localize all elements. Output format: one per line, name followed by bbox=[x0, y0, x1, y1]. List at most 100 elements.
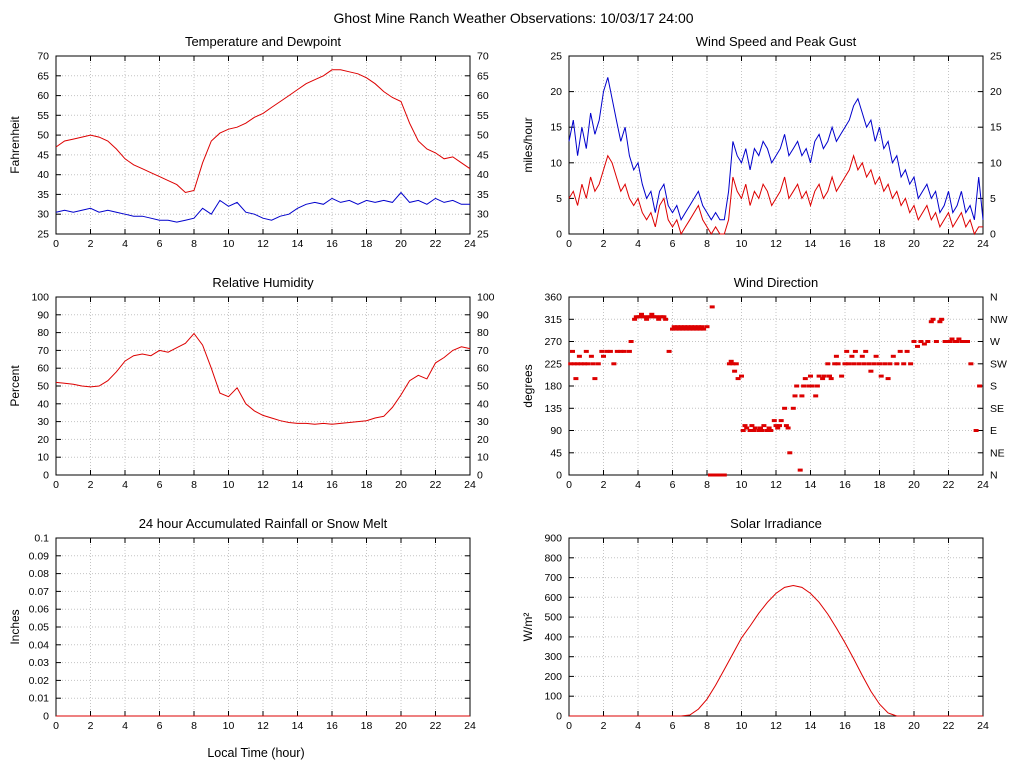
temperature-dewpoint-title: Temperature and Dewpoint bbox=[185, 34, 341, 49]
svg-text:20: 20 bbox=[908, 238, 920, 250]
svg-text:100: 100 bbox=[544, 691, 562, 703]
svg-text:90: 90 bbox=[477, 309, 489, 321]
svg-text:25: 25 bbox=[550, 51, 562, 63]
svg-text:0: 0 bbox=[53, 479, 59, 491]
svg-text:2: 2 bbox=[601, 720, 607, 732]
svg-text:70: 70 bbox=[477, 345, 489, 357]
svg-text:0.04: 0.04 bbox=[29, 639, 50, 651]
svg-text:15: 15 bbox=[550, 122, 562, 134]
svg-text:270: 270 bbox=[544, 336, 562, 348]
svg-text:360: 360 bbox=[544, 292, 562, 304]
svg-text:900: 900 bbox=[544, 533, 562, 545]
svg-text:22: 22 bbox=[943, 479, 955, 491]
svg-text:65: 65 bbox=[37, 70, 49, 82]
svg-text:40: 40 bbox=[37, 169, 49, 181]
svg-text:16: 16 bbox=[326, 479, 338, 491]
svg-text:20: 20 bbox=[395, 479, 407, 491]
page-title: Ghost Mine Ranch Weather Observations: 1… bbox=[333, 10, 694, 26]
svg-text:90: 90 bbox=[37, 309, 49, 321]
svg-text:6: 6 bbox=[670, 720, 676, 732]
svg-text:10: 10 bbox=[736, 238, 748, 250]
svg-text:0.08: 0.08 bbox=[29, 568, 50, 580]
svg-text:45: 45 bbox=[37, 149, 49, 161]
svg-text:4: 4 bbox=[635, 479, 641, 491]
svg-text:8: 8 bbox=[191, 479, 197, 491]
svg-text:24: 24 bbox=[464, 479, 476, 491]
svg-text:35: 35 bbox=[37, 189, 49, 201]
svg-text:10: 10 bbox=[223, 720, 235, 732]
svg-text:50: 50 bbox=[477, 130, 489, 142]
svg-text:300: 300 bbox=[544, 651, 562, 663]
chart-rainfall: 0 2 4 6 8 10 12 14 16 18 20 22 24 0 0.01 0.02 0.03 0.04 0.… bbox=[6, 512, 506, 760]
humidity-line bbox=[55, 332, 471, 425]
svg-text:22: 22 bbox=[430, 238, 442, 250]
svg-text:22: 22 bbox=[943, 720, 955, 732]
dewpoint-line bbox=[55, 191, 470, 223]
svg-text:18: 18 bbox=[361, 479, 373, 491]
svg-text:16: 16 bbox=[839, 479, 851, 491]
svg-text:6: 6 bbox=[157, 479, 163, 491]
svg-text:NW: NW bbox=[990, 314, 1008, 326]
svg-text:22: 22 bbox=[943, 238, 955, 250]
svg-text:18: 18 bbox=[874, 720, 886, 732]
chart-wind-direction: 0 2 4 6 8 10 12 14 16 18 20 22 24 0 N 45 NE 90 E 135 SE 180 S 2… bbox=[519, 271, 1019, 504]
svg-text:12: 12 bbox=[257, 238, 269, 250]
svg-text:10: 10 bbox=[736, 479, 748, 491]
svg-text:315: 315 bbox=[544, 314, 562, 326]
svg-text:100: 100 bbox=[477, 292, 495, 304]
svg-text:50: 50 bbox=[37, 381, 49, 393]
svg-text:18: 18 bbox=[361, 238, 373, 250]
svg-text:700: 700 bbox=[544, 572, 562, 584]
svg-text:50: 50 bbox=[477, 381, 489, 393]
svg-text:12: 12 bbox=[257, 479, 269, 491]
svg-text:5: 5 bbox=[556, 193, 562, 205]
svg-text:12: 12 bbox=[770, 479, 782, 491]
svg-text:12: 12 bbox=[770, 720, 782, 732]
svg-text:16: 16 bbox=[839, 238, 851, 250]
svg-text:18: 18 bbox=[874, 238, 886, 250]
svg-text:20: 20 bbox=[990, 86, 1002, 98]
svg-text:N: N bbox=[990, 292, 998, 304]
rainfall-title: 24 hour Accumulated Rainfall or Snow Mel… bbox=[139, 516, 388, 531]
svg-text:0.06: 0.06 bbox=[29, 604, 50, 616]
svg-text:W: W bbox=[990, 336, 1000, 348]
svg-text:10: 10 bbox=[736, 720, 748, 732]
svg-text:0: 0 bbox=[556, 470, 562, 482]
svg-text:12: 12 bbox=[257, 720, 269, 732]
svg-text:14: 14 bbox=[805, 720, 817, 732]
svg-text:16: 16 bbox=[839, 720, 851, 732]
wind-speed-gust-ylabel: miles/hour bbox=[521, 117, 535, 172]
svg-text:8: 8 bbox=[704, 238, 710, 250]
svg-text:60: 60 bbox=[477, 363, 489, 375]
chart-temperature-dewpoint: 0 2 4 6 8 10 12 14 16 18 20 22 24 25 25 30 30 35 35 40 40 45 4… bbox=[6, 30, 506, 263]
svg-text:25: 25 bbox=[37, 229, 49, 241]
svg-text:14: 14 bbox=[292, 479, 304, 491]
svg-text:800: 800 bbox=[544, 552, 562, 564]
svg-text:15: 15 bbox=[990, 122, 1002, 134]
svg-text:4: 4 bbox=[122, 238, 128, 250]
solar-line bbox=[569, 584, 983, 717]
svg-text:600: 600 bbox=[544, 592, 562, 604]
rainfall-plot: 0 2 4 6 8 10 12 14 16 18 20 22 2400.010.020.030.040.… bbox=[8, 516, 476, 732]
svg-text:25: 25 bbox=[477, 229, 489, 241]
svg-text:2: 2 bbox=[88, 479, 94, 491]
svg-text:70: 70 bbox=[477, 51, 489, 63]
svg-text:22: 22 bbox=[430, 479, 442, 491]
svg-text:0.02: 0.02 bbox=[29, 675, 50, 687]
svg-text:6: 6 bbox=[670, 479, 676, 491]
svg-text:5: 5 bbox=[990, 193, 996, 205]
svg-text:0: 0 bbox=[566, 238, 572, 250]
svg-text:2: 2 bbox=[88, 720, 94, 732]
svg-text:18: 18 bbox=[361, 720, 373, 732]
svg-text:12: 12 bbox=[770, 238, 782, 250]
svg-text:2: 2 bbox=[601, 479, 607, 491]
svg-text:30: 30 bbox=[37, 416, 49, 428]
svg-text:N: N bbox=[990, 470, 998, 482]
svg-text:45: 45 bbox=[550, 447, 562, 459]
svg-text:14: 14 bbox=[292, 238, 304, 250]
svg-text:80: 80 bbox=[477, 327, 489, 339]
svg-text:24: 24 bbox=[977, 720, 989, 732]
svg-text:14: 14 bbox=[805, 479, 817, 491]
